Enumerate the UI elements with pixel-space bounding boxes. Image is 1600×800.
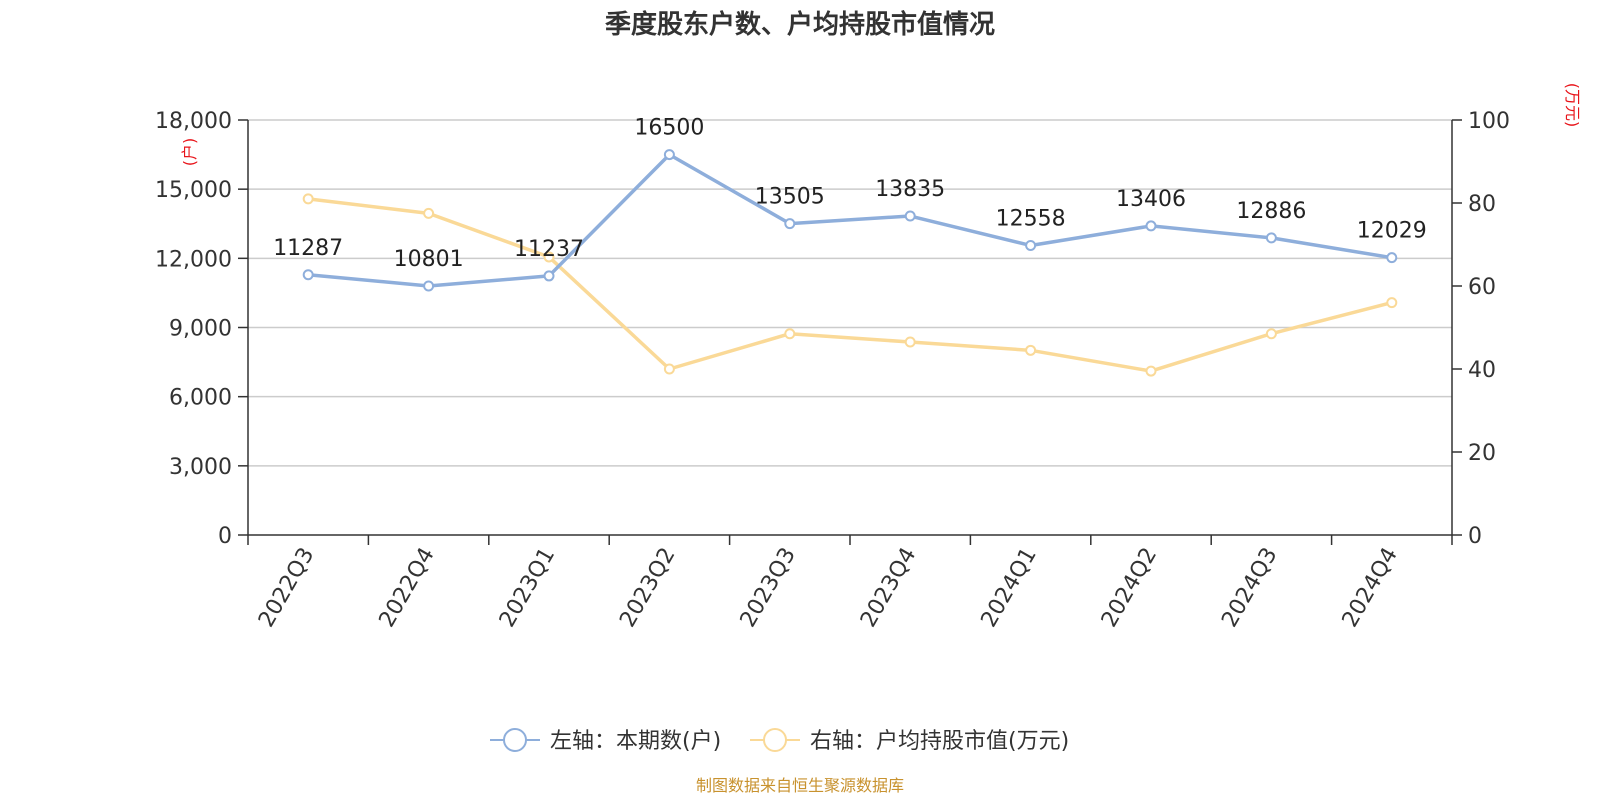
x-axis-label: 2024Q1 (976, 544, 1041, 632)
holders-data-label: 10801 (394, 247, 464, 272)
right-axis-tick-label: 20 (1468, 441, 1496, 466)
avg-value-point (1265, 328, 1277, 340)
x-axis-label: 2022Q4 (374, 544, 439, 632)
holders-point (1145, 220, 1157, 232)
legend-label: 右轴：户均持股市值(万元) (810, 729, 1069, 754)
legend-circle-icon (503, 728, 527, 752)
holders-data-label: 16500 (634, 116, 704, 141)
holders-point (423, 280, 435, 292)
legend[interactable]: 左轴：本期数(户) 右轴：户均持股市值(万元) (490, 728, 1069, 754)
holders-point (302, 269, 314, 281)
holders-data-label: 13835 (875, 177, 945, 202)
holders-data-label: 11287 (273, 236, 343, 261)
series-layer (302, 149, 1398, 377)
avg-value-point (543, 251, 555, 263)
left-axis-tick-label: 18,000 (155, 109, 232, 134)
left-axis-tick-label: 0 (218, 524, 232, 549)
legend-circle-icon (763, 728, 787, 752)
x-axis-label: 2023Q1 (495, 544, 560, 632)
legend-item-holders[interactable]: 左轴：本期数(户) (490, 728, 721, 754)
left-axis-tick-label: 9,000 (169, 317, 232, 342)
right-axis-tick-label: 0 (1468, 524, 1482, 549)
left-axis-unit: (户) (180, 138, 199, 167)
holders-point (1025, 239, 1037, 251)
right-axis-tick-label: 80 (1468, 192, 1496, 217)
holders-point (1386, 252, 1398, 264)
axis-layer: 0 3,000 6,000 9,000 12,000 15,000 18,000 0 20 40 6… (155, 109, 1510, 632)
holders-point (663, 149, 675, 161)
legend-label: 左轴：本期数(户) (550, 729, 721, 754)
grid-layer (248, 119, 1452, 467)
avg-value-point (1145, 365, 1157, 377)
left-axis-tick-label: 12,000 (155, 247, 232, 272)
left-axis-tick-label: 3,000 (169, 455, 232, 480)
right-axis-tick-label: 60 (1468, 275, 1496, 300)
holders-line (308, 152, 1393, 288)
x-axis-label: 2024Q2 (1097, 544, 1162, 632)
data-source-note: 制图数据来自恒生聚源数据库 (696, 776, 904, 795)
x-axis-label: 2023Q3 (736, 544, 801, 632)
chart-title: 季度股东户数、户均持股市值情况 (605, 9, 995, 40)
right-axis-unit: (万元) (1563, 83, 1582, 128)
holders-point (543, 270, 555, 282)
avg-value-point (1025, 344, 1037, 356)
holders-data-label: 12029 (1357, 219, 1427, 244)
right-axis-tick-label: 40 (1468, 358, 1496, 383)
holders-data-label: 12558 (996, 206, 1066, 231)
holders-data-label: 12886 (1236, 199, 1306, 224)
avg-value-line (307, 197, 1393, 373)
avg-value-point (904, 336, 916, 348)
avg-value-point (1386, 297, 1398, 309)
x-axis-label: 2023Q4 (856, 544, 921, 632)
holders-point (784, 218, 796, 230)
x-axis-label: 2024Q3 (1217, 544, 1282, 632)
avg-value-point (423, 207, 435, 219)
holders-data-label: 13406 (1116, 187, 1186, 212)
avg-value-point (663, 363, 675, 375)
x-axis-label: 2024Q4 (1338, 544, 1403, 632)
right-axis-tick-label: 100 (1468, 109, 1510, 134)
data-label-layer: 11287 10801 11237 16500 13505 13835 12558 13406… (273, 116, 1427, 272)
avg-value-point (784, 328, 796, 340)
avg-value-point (302, 193, 314, 205)
x-axis-label: 2022Q3 (254, 544, 319, 632)
holders-point (1265, 232, 1277, 244)
holders-data-label: 13505 (755, 185, 825, 210)
holders-data-label: 11237 (514, 237, 584, 262)
holders-point (904, 210, 916, 222)
left-axis-tick-label: 6,000 (169, 386, 232, 411)
left-axis-tick-label: 15,000 (155, 178, 232, 203)
x-axis-label: 2023Q2 (615, 544, 680, 632)
legend-item-avg-value[interactable]: 右轴：户均持股市值(万元) (750, 728, 1069, 754)
